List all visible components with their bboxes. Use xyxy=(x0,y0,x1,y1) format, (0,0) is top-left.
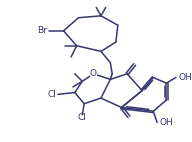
Text: Cl: Cl xyxy=(78,113,87,122)
Text: OH: OH xyxy=(179,73,192,82)
Text: OH: OH xyxy=(160,118,174,127)
Text: O: O xyxy=(90,69,97,78)
Text: Br: Br xyxy=(37,26,47,35)
Text: Cl: Cl xyxy=(47,90,56,99)
